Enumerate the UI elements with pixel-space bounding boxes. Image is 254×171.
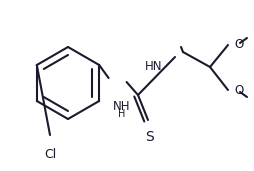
- Text: O: O: [234, 37, 243, 50]
- Text: S: S: [146, 130, 154, 144]
- Text: HN: HN: [145, 61, 163, 74]
- Text: H: H: [118, 109, 126, 119]
- Text: O: O: [234, 84, 243, 97]
- Text: NH: NH: [113, 101, 131, 114]
- Text: Cl: Cl: [44, 148, 56, 161]
